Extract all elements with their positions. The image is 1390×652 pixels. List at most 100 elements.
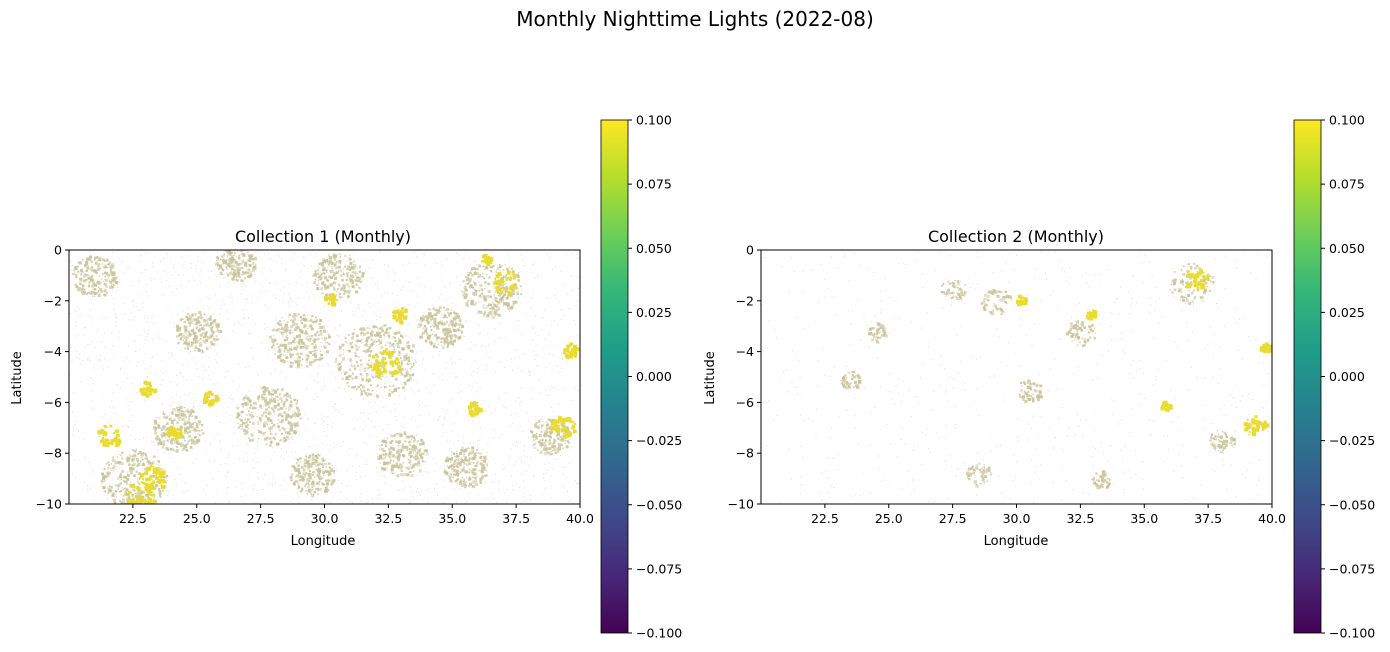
dim-pixel bbox=[91, 269, 94, 272]
dim-pixel bbox=[80, 273, 83, 276]
faint-pixel bbox=[167, 309, 169, 310]
faint-pixel bbox=[274, 482, 276, 484]
dim-pixel bbox=[344, 286, 346, 289]
faint-pixel bbox=[70, 454, 72, 456]
dim-pixel bbox=[400, 466, 403, 469]
dim-pixel bbox=[407, 373, 409, 375]
faint-pixel bbox=[532, 475, 534, 476]
faint-pixel bbox=[515, 329, 517, 331]
faint-pixel bbox=[174, 479, 176, 481]
dim-pixel bbox=[482, 314, 486, 317]
faint-pixel bbox=[208, 308, 209, 310]
faint-pixel bbox=[410, 290, 412, 292]
dim-pixel bbox=[108, 261, 111, 264]
faint-pixel bbox=[480, 345, 482, 347]
faint-pixel bbox=[323, 421, 325, 423]
faint-pixel bbox=[334, 376, 336, 378]
dim-pixel bbox=[154, 422, 157, 425]
dim-pixel bbox=[535, 423, 537, 425]
faint-pixel bbox=[111, 419, 113, 421]
faint-pixel bbox=[255, 255, 257, 257]
faint-pixel bbox=[455, 361, 457, 363]
faint-pixel bbox=[357, 454, 359, 456]
dim-pixel bbox=[281, 316, 283, 319]
faint-pixel bbox=[548, 462, 550, 464]
dim-pixel bbox=[312, 350, 314, 352]
faint-pixel bbox=[267, 326, 268, 328]
faint-pixel bbox=[376, 285, 378, 287]
faint-pixel bbox=[267, 356, 269, 358]
dim-pixel bbox=[197, 433, 199, 436]
faint-pixel bbox=[520, 387, 522, 389]
dim-pixel bbox=[287, 431, 291, 435]
dim-pixel bbox=[279, 319, 282, 323]
dim-pixel bbox=[543, 445, 547, 448]
dim-pixel bbox=[122, 494, 125, 497]
dim-pixel bbox=[402, 462, 405, 464]
dim-pixel bbox=[408, 374, 412, 377]
faint-pixel bbox=[220, 440, 222, 442]
faint-pixel bbox=[99, 436, 101, 437]
faint-pixel bbox=[324, 317, 326, 319]
dim-pixel bbox=[170, 447, 174, 451]
faint-pixel bbox=[138, 309, 140, 310]
faint-pixel bbox=[115, 324, 117, 326]
dim-pixel bbox=[491, 300, 494, 303]
dim-pixel bbox=[376, 384, 379, 387]
faint-pixel bbox=[282, 300, 284, 302]
dim-pixel bbox=[277, 442, 279, 444]
faint-pixel bbox=[315, 253, 317, 254]
faint-pixel bbox=[494, 473, 496, 475]
dim-pixel bbox=[453, 339, 456, 342]
dim-pixel bbox=[381, 467, 384, 471]
faint-pixel bbox=[523, 480, 525, 482]
faint-pixel bbox=[239, 430, 241, 432]
faint-pixel bbox=[119, 367, 121, 369]
dim-pixel bbox=[101, 263, 104, 265]
faint-pixel bbox=[271, 270, 272, 272]
dim-pixel bbox=[283, 440, 286, 443]
dim-pixel bbox=[336, 288, 339, 291]
dim-pixel bbox=[77, 288, 81, 292]
faint-pixel bbox=[327, 326, 329, 328]
faint-pixel bbox=[409, 436, 411, 438]
dim-pixel bbox=[193, 443, 196, 445]
faint-pixel bbox=[425, 462, 427, 464]
faint-pixel bbox=[312, 497, 314, 499]
faint-pixel bbox=[220, 450, 222, 452]
dim-pixel bbox=[173, 440, 177, 444]
faint-pixel bbox=[449, 449, 451, 451]
dim-pixel bbox=[338, 285, 341, 287]
faint-pixel bbox=[136, 478, 138, 480]
faint-pixel bbox=[367, 418, 369, 420]
dim-pixel bbox=[300, 330, 304, 333]
faint-pixel bbox=[370, 407, 372, 409]
dim-pixel bbox=[248, 257, 252, 261]
dim-pixel bbox=[533, 443, 536, 446]
dim-pixel bbox=[102, 476, 105, 479]
dim-pixel bbox=[381, 329, 385, 333]
dim-pixel bbox=[443, 313, 446, 316]
dim-pixel bbox=[484, 296, 487, 300]
dim-pixel bbox=[277, 423, 279, 425]
dim-pixel bbox=[404, 368, 407, 371]
dim-pixel bbox=[163, 476, 166, 479]
faint-pixel bbox=[247, 301, 249, 303]
faint-pixel bbox=[219, 464, 221, 466]
dim-pixel bbox=[484, 310, 487, 313]
dim-pixel bbox=[212, 319, 216, 323]
dim-pixel bbox=[136, 480, 140, 483]
dim-pixel bbox=[144, 467, 148, 471]
dim-pixel bbox=[358, 386, 361, 389]
dim-pixel bbox=[84, 262, 88, 266]
faint-pixel bbox=[252, 302, 254, 304]
faint-pixel bbox=[568, 341, 570, 343]
faint-pixel bbox=[441, 374, 443, 376]
dim-pixel bbox=[444, 332, 447, 335]
faint-pixel bbox=[212, 313, 214, 315]
faint-pixel bbox=[373, 311, 375, 313]
dim-pixel bbox=[411, 435, 415, 438]
dim-pixel bbox=[222, 263, 224, 265]
dim-pixel bbox=[176, 406, 179, 409]
dim-pixel bbox=[352, 341, 353, 343]
